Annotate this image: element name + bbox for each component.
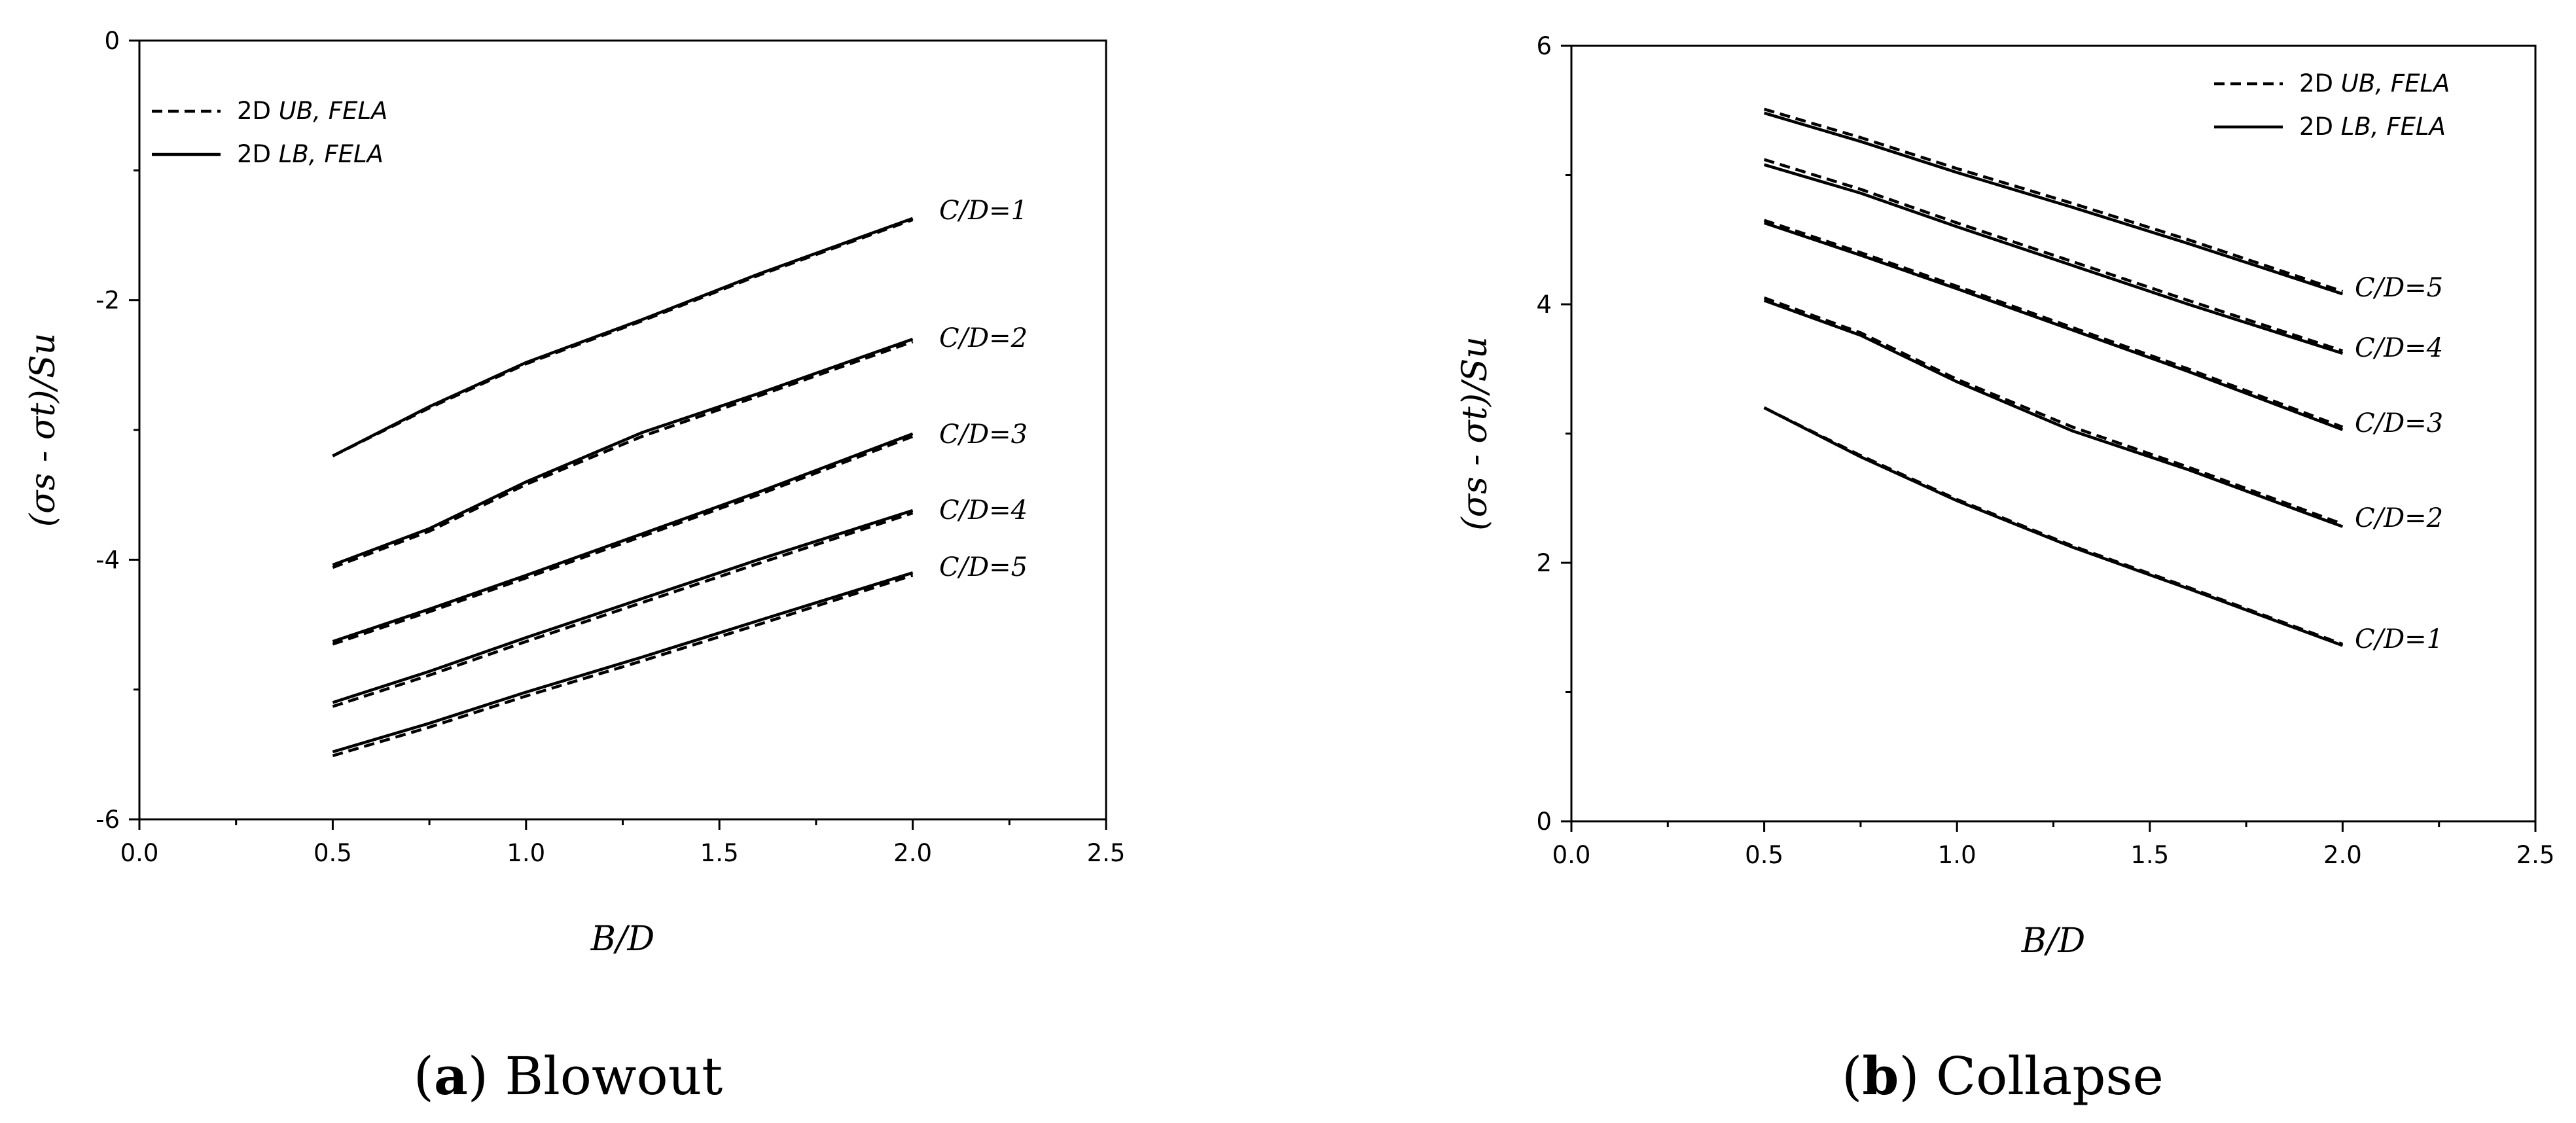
x-tick-label: 2.5 [2516,841,2555,869]
x-tick-label: 0.5 [1745,841,1783,869]
x-tick-label: 1.5 [2130,841,2169,869]
x-tick-label: 2.0 [2323,841,2362,869]
y-tick-label: -4 [96,546,120,574]
lb-series-line [1763,163,2344,355]
curve-label: C/D=5 [939,552,1028,582]
lb-series-line [1763,111,2344,296]
legend: 2D UB, FELA 2D LB, FELA [2214,69,2450,141]
x-tick-label: 2.0 [893,839,932,867]
ub-series-line [1763,406,2344,646]
chart-collapse: 0.0 0.5 1.0 1.5 2.0 2.5 0 2 4 6 B/D (σs - σt)/Su C/D… [1456,32,2554,1107]
lb-series-line [1763,221,2344,431]
ub-series-line [1763,107,2344,293]
lb-series-line [332,217,914,457]
legend-entry-label: 2D UB, FELA [237,97,387,125]
lb-series-line [1763,406,2344,647]
ub-series-line [1763,296,2344,526]
lb-series-line [1763,298,2344,528]
x-tick-label: 0.5 [313,839,352,867]
x-tick-label: 1.0 [507,839,545,867]
curve-label: C/D=3 [2355,408,2443,438]
curve-c-d-4: C/D=4 [1763,158,2443,363]
y-tick-label: 2 [1536,549,1552,577]
curve-label: C/D=1 [2355,624,2443,654]
curve-label: C/D=2 [939,323,1028,353]
curve-c-d-2: C/D=2 [332,323,1028,569]
curve-label: C/D=1 [939,196,1028,226]
figure-caption: (b) Collapse [1842,1045,2164,1107]
curve-c-d-3: C/D=3 [1763,219,2443,438]
ub-series-line [332,340,914,569]
x-tick-label: 1.0 [1938,841,1977,869]
curve-label: C/D=2 [2355,503,2443,533]
y-axis-title: (σs - σt)/Su [1456,336,1495,530]
curve-c-d-2: C/D=2 [1763,296,2443,533]
lb-series-line [332,338,914,567]
ub-series-line [332,435,914,646]
curve-c-d-3: C/D=3 [332,419,1028,646]
curve-label: C/D=5 [2355,273,2443,303]
x-axis-title: B/D [2021,921,2085,961]
lb-series-line [332,571,914,754]
curve-c-d-5: C/D=5 [332,552,1028,757]
ub-series-line [1763,219,2344,429]
y-tick-label: 4 [1536,291,1552,319]
ub-series-line [332,511,914,708]
curve-c-d-1: C/D=1 [1763,406,2443,654]
curve-label: C/D=4 [939,495,1028,526]
figure-caption: (a) Blowout [414,1045,723,1107]
x-tick-label: 0.0 [120,839,159,867]
y-tick-label: -2 [96,287,120,315]
curve-c-d-5: C/D=5 [1763,107,2443,303]
curve-label: C/D=3 [939,419,1028,450]
ub-series-line [1763,158,2344,353]
y-tick-label: 0 [104,27,120,55]
legend-entry-label: 2D LB, FELA [237,140,384,168]
legend-entry-label: 2D UB, FELA [2299,69,2450,98]
y-tick-label: -6 [96,806,120,834]
ub-series-line [332,573,914,757]
x-axis-title: B/D [590,919,654,959]
y-tick-label: 0 [1536,808,1552,836]
y-axis-title: (σs - σt)/Su [24,333,63,527]
legend-entry-label: 2D LB, FELA [2299,113,2446,141]
y-tick-label: 6 [1536,32,1552,60]
ub-series-line [332,218,914,457]
lb-series-line [332,432,914,643]
x-tick-label: 1.5 [700,839,739,867]
x-tick-label: 2.5 [1087,839,1126,867]
legend: 2D UB, FELA 2D LB, FELA [152,97,387,168]
lb-series-line [332,508,914,704]
curve-c-d-1: C/D=1 [332,196,1028,457]
x-tick-label: 0.0 [1552,841,1591,869]
curve-c-d-4: C/D=4 [332,495,1028,708]
curve-label: C/D=4 [2355,333,2443,363]
chart-blowout: 0.0 0.5 1.0 1.5 2.0 2.5 0 -2 -4 -6 B/D (σs - σt)/Su… [24,27,1125,1107]
